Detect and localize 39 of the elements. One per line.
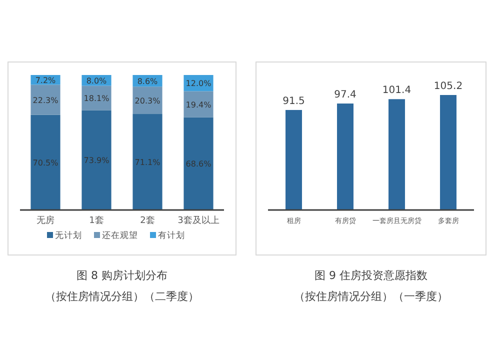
legend-label: 还在观望 [102,230,138,241]
data-label: 71.1% [134,158,161,168]
data-label: 19.4% [186,100,212,110]
bar [184,117,214,210]
x-tick-label: 无房 [36,215,54,226]
data-label: 20.3% [134,96,161,106]
legend-label: 有计划 [158,230,185,241]
text: 图 9 住房投资意愿指数 [314,269,428,282]
bar [388,99,405,210]
bar [132,114,162,210]
data-label: 8.0% [86,76,108,86]
data-label: 97.4 [334,90,356,101]
text: （按住房情况分组）（一季度） [294,290,448,303]
bar [132,86,162,114]
data-label: 7.2% [35,76,56,85]
data-label: 73.9% [84,156,110,166]
data-label: 91.5 [282,96,305,107]
data-label: 101.4 [382,85,412,96]
data-label: 22.3% [32,96,59,105]
bar [184,91,214,118]
data-label: 18.1% [84,94,110,104]
text: （按住房情况分组）（二季度） [45,290,199,303]
data-label: 8.6% [137,76,158,86]
bar [82,86,112,110]
data-label: 12.0% [186,79,212,88]
data-label: 68.6% [186,160,212,169]
x-tick-label: 1套 [89,215,104,226]
x-tick-label: 3套及以上 [178,215,220,226]
bar [440,95,456,210]
bar [30,114,60,210]
bar [286,110,302,210]
x-tick-label: 2套 [140,215,155,226]
text: 图 8 购房计划分布 [76,269,168,282]
legend-label: 无计划 [55,230,82,241]
bar [82,110,112,210]
data-label: 105.2 [434,81,463,92]
data-label: 70.5% [32,158,59,168]
bar [30,84,60,115]
bar [337,104,354,210]
